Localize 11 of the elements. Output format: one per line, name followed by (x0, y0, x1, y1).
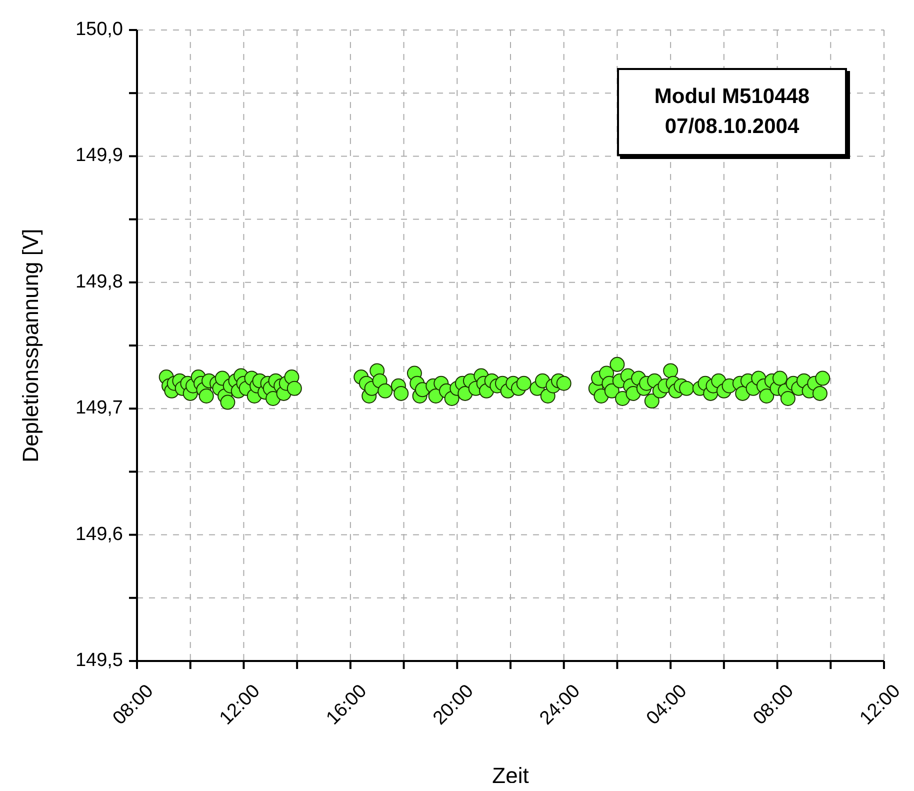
y-tick-label: 149,8 (75, 271, 123, 292)
y-tick-label: 150,0 (75, 19, 123, 40)
x-axis-title: Zeit (492, 763, 529, 788)
y-axis-title: Depletionsspannung [V] (18, 228, 43, 462)
annotation: Modul M510448 (653, 84, 811, 110)
y-tick-label: 149,6 (75, 524, 123, 545)
annotation: 07/08.10.2004 (664, 114, 800, 140)
y-tick-label: 149,7 (75, 398, 123, 419)
y-tick-label: 149,5 (75, 650, 123, 672)
note-box: Modul M510448 07/08.10.2004 (617, 68, 847, 156)
y-tick-label: 149,9 (75, 145, 123, 166)
